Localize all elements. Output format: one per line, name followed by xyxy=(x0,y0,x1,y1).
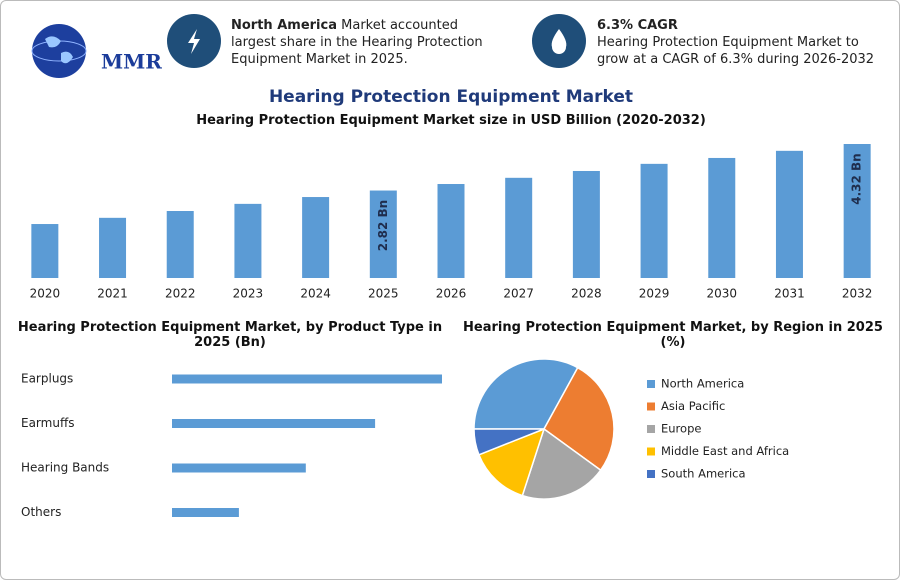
pie-slice xyxy=(477,427,546,497)
legend-swatch xyxy=(647,380,655,388)
pie-slice xyxy=(521,427,602,500)
icon-drop xyxy=(551,29,567,54)
bar xyxy=(166,211,194,278)
main-title: Hearing Protection Equipment Market xyxy=(268,87,634,107)
bar xyxy=(369,190,397,278)
highlight: North America Market accounted largest s… xyxy=(231,17,506,68)
legend-label: Europe xyxy=(661,422,701,436)
legend-label: Asia Pacific xyxy=(661,399,725,413)
x-tick-label: 2032 xyxy=(842,287,873,301)
highlight-text: Market accounted largest share in the He… xyxy=(231,18,483,67)
x-tick-label: 2020 xyxy=(30,287,61,301)
bar xyxy=(234,203,262,278)
pie-slice xyxy=(473,358,579,430)
x-tick-label: 2026 xyxy=(436,287,467,301)
legend-swatch xyxy=(647,470,655,478)
pie-slice xyxy=(473,428,545,456)
category-label: Hearing Bands xyxy=(21,461,109,475)
x-tick-label: 2025 xyxy=(368,287,399,301)
bar xyxy=(437,184,465,278)
x-tick-label: 2029 xyxy=(639,287,670,301)
x-tick-label: 2021 xyxy=(97,287,128,301)
x-tick-label: 2027 xyxy=(503,287,534,301)
pie-slice xyxy=(543,366,615,472)
category-label: Earplugs xyxy=(21,372,73,386)
x-tick-label: 2024 xyxy=(300,287,331,301)
bar xyxy=(172,463,306,473)
legend-swatch xyxy=(647,425,655,433)
highlight-title: North America xyxy=(231,18,337,33)
chart-title: Hearing Protection Equipment Market size… xyxy=(196,113,706,128)
chart-title: Hearing Protection Equipment Market, by … xyxy=(463,320,883,350)
bar xyxy=(172,419,376,428)
bar xyxy=(708,157,736,278)
bar xyxy=(172,508,239,517)
x-tick-label: 2022 xyxy=(165,287,196,301)
logo-globe xyxy=(31,24,87,78)
logo-text: MMR xyxy=(101,50,162,74)
bar xyxy=(172,374,442,384)
bar xyxy=(31,224,59,278)
legend-label: South America xyxy=(661,467,746,481)
icon-bolt xyxy=(188,29,200,54)
x-tick-label: 2030 xyxy=(706,287,737,301)
highlight-text: Hearing Protection Equipment Market to g… xyxy=(597,35,875,67)
bar xyxy=(505,177,533,278)
category-label: Earmuffs xyxy=(21,416,74,430)
bar xyxy=(775,150,803,278)
category-label: Others xyxy=(21,505,61,519)
bar xyxy=(640,163,668,278)
legend-label: Middle East and Africa xyxy=(661,444,789,458)
legend-label: North America xyxy=(661,377,744,391)
bar xyxy=(572,170,600,278)
bar xyxy=(99,217,127,278)
bar xyxy=(302,197,330,278)
x-tick-label: 2023 xyxy=(233,287,264,301)
x-tick-label: 2031 xyxy=(774,287,805,301)
x-tick-label: 2028 xyxy=(571,287,602,301)
bar xyxy=(843,144,871,278)
chart-title: Hearing Protection Equipment Market, by … xyxy=(17,320,443,350)
highlight-title: 6.3% CAGR xyxy=(597,18,678,33)
highlight: 6.3% CAGR Hearing Protection Equipment Ma… xyxy=(597,17,892,68)
legend-swatch xyxy=(647,447,655,456)
value-label: 2.82 Bn xyxy=(376,200,390,251)
legend-swatch xyxy=(647,402,655,411)
value-label: 4.32 Bn xyxy=(850,153,864,204)
